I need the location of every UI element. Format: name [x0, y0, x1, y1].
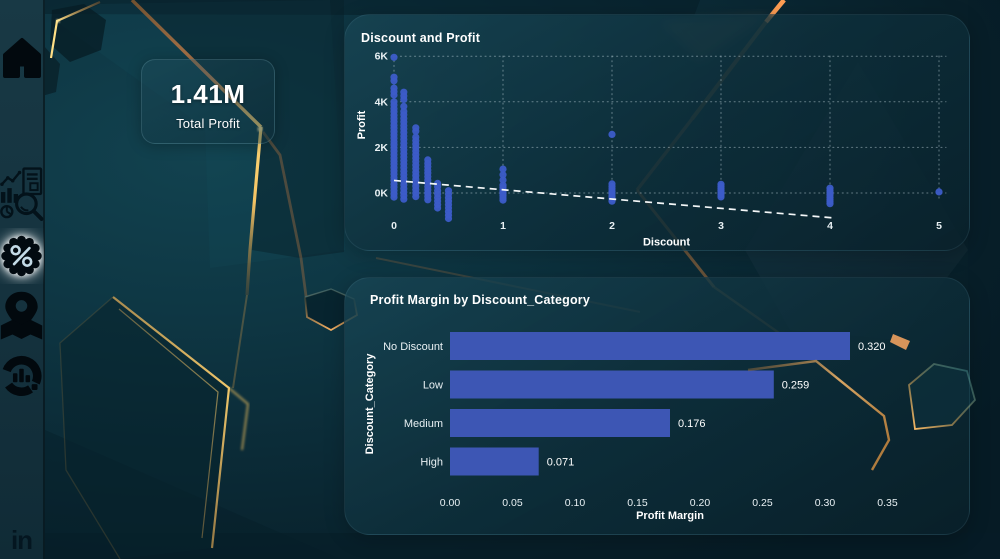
scatter-chart-panel: Discount and Profit 0K 2K 4K 6K 0 1 2 3 4 5 Discou…	[344, 14, 970, 251]
svg-text:0.320: 0.320	[858, 341, 886, 353]
svg-text:Low: Low	[423, 380, 443, 392]
svg-text:0.25: 0.25	[752, 497, 773, 509]
donut-chart-icon	[2, 355, 42, 397]
kpi-label: Total Profit	[176, 116, 240, 131]
sidebar-item-linkedin[interactable]: in	[0, 523, 44, 557]
svg-text:0.35: 0.35	[877, 497, 898, 509]
svg-text:Discount: Discount	[643, 237, 690, 249]
sidebar-item-report[interactable]	[0, 349, 44, 403]
sidebar-item-region-map[interactable]	[0, 289, 44, 345]
svg-text:Profit Margin: Profit Margin	[636, 510, 704, 522]
svg-text:0K: 0K	[375, 188, 389, 200]
svg-text:0.30: 0.30	[815, 497, 836, 509]
svg-text:3: 3	[718, 220, 724, 232]
svg-text:0.15: 0.15	[627, 497, 648, 509]
data-analysis-icon	[0, 167, 44, 221]
svg-text:0.05: 0.05	[502, 497, 523, 509]
svg-text:Discount_Category: Discount_Category	[364, 353, 376, 455]
svg-text:0.259: 0.259	[782, 380, 810, 392]
svg-text:Profit: Profit	[356, 110, 368, 139]
svg-text:4K: 4K	[375, 96, 389, 108]
svg-text:0.10: 0.10	[565, 497, 586, 509]
svg-text:4: 4	[827, 220, 833, 232]
percent-badge-icon	[0, 235, 43, 277]
svg-text:1: 1	[500, 220, 506, 232]
location-map-icon	[0, 291, 43, 340]
kpi-value: 1.41M	[170, 79, 246, 109]
svg-text:5: 5	[936, 220, 942, 232]
bar-chart-panel: Profit Margin by Discount_Category No Di…	[344, 277, 970, 535]
svg-text:0.071: 0.071	[547, 457, 575, 469]
svg-text:2K: 2K	[375, 142, 389, 154]
sidebar-item-data-analysis[interactable]	[0, 165, 44, 223]
svg-text:Medium: Medium	[404, 418, 443, 430]
sidebar: in	[0, 0, 45, 559]
svg-text:6K: 6K	[375, 51, 389, 63]
bar-chart-plot[interactable]: No Discount 0.320 Low 0.259 Medium 0.176 High 0…	[345, 278, 971, 536]
home-icon	[2, 38, 41, 78]
kpi-card-total-profit: 1.41M Total Profit	[141, 59, 275, 144]
svg-text:0.176: 0.176	[678, 418, 706, 430]
svg-text:2: 2	[609, 220, 615, 232]
scatter-plot[interactable]: 0K 2K 4K 6K 0 1 2 3 4 5 Discount Profit	[345, 15, 971, 252]
scatter-chart-title: Discount and Profit	[361, 31, 481, 45]
sidebar-item-discount[interactable]	[0, 227, 44, 285]
svg-text:0.20: 0.20	[690, 497, 711, 509]
sidebar-item-home[interactable]	[0, 36, 44, 80]
linkedin-icon: in	[10, 524, 33, 555]
svg-text:0: 0	[391, 220, 397, 232]
svg-text:No Discount: No Discount	[383, 341, 443, 353]
bar-chart-title: Profit Margin by Discount_Category	[370, 293, 591, 307]
svg-text:0.00: 0.00	[440, 497, 461, 509]
svg-text:High: High	[420, 457, 443, 469]
